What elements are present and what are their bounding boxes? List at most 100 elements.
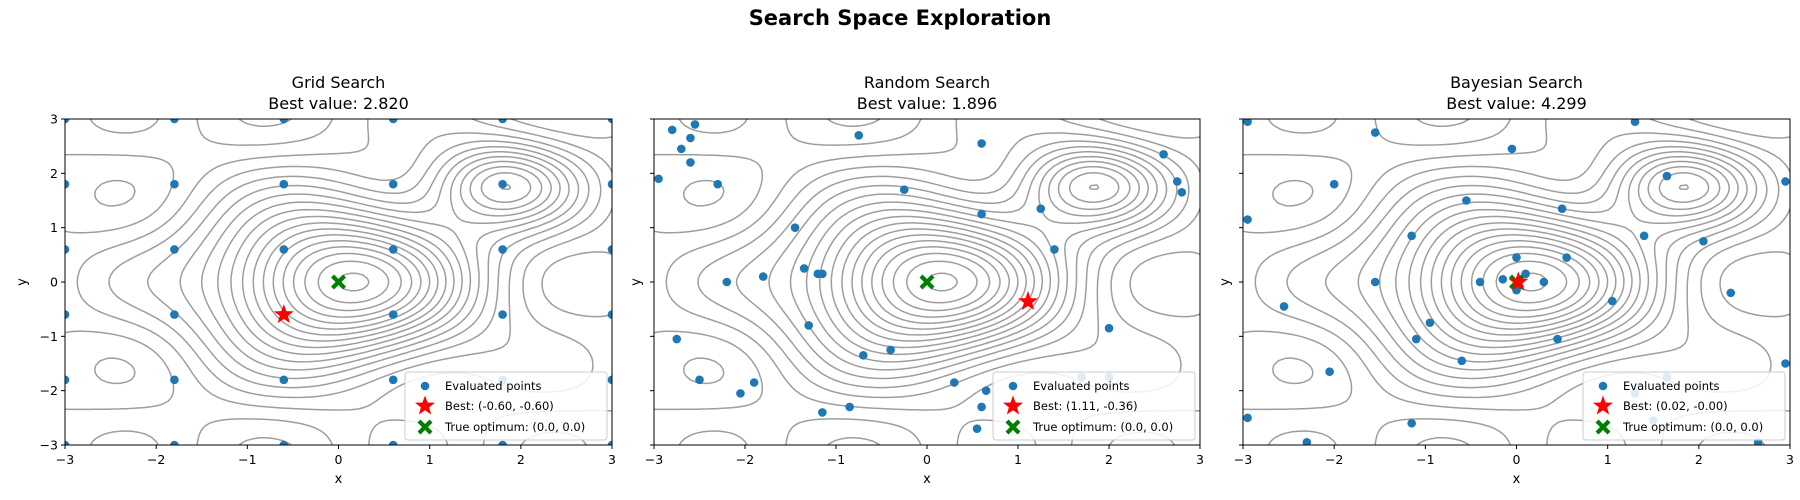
panel-1: Grid Search Best value: 2.820 −3−3 −2 −2 −1 −1…: [15, 73, 616, 487]
legend-optimum-label: True optimum: (0.0, 0.0): [1032, 420, 1173, 434]
evaluated-point: [950, 378, 959, 387]
x-axis-label: x: [1513, 472, 1521, 487]
evaluated-point: [607, 310, 612, 319]
evaluated-point: [279, 119, 289, 124]
x-tick-label: −2: [147, 452, 165, 467]
evaluated-point: [388, 440, 398, 445]
evaluated-point: [1370, 277, 1380, 287]
evaluated-point: [886, 345, 895, 355]
legend-best-marker: [415, 395, 435, 415]
evaluated-point: [695, 375, 704, 385]
evaluated-point: [1159, 150, 1168, 159]
y-tick-label: −2: [40, 383, 58, 398]
panel-title: Grid Search: [292, 73, 386, 92]
x-tick-label: 2: [1105, 452, 1113, 467]
x-tick-label: 1: [426, 452, 434, 467]
evaluated-point: [790, 223, 800, 232]
y-axis-label: y: [1218, 278, 1233, 286]
evaluated-point: [667, 125, 677, 135]
legend: Evaluated points Best: (1.11, -0.36) True …: [992, 371, 1196, 441]
evaluated-point: [1050, 245, 1059, 254]
evaluated-point: [607, 179, 612, 189]
x-tick-label: 3: [608, 452, 616, 467]
evaluated-point: [804, 321, 813, 330]
contour-lines: [654, 119, 1200, 445]
x-tick-label: 1: [1014, 452, 1022, 467]
x-tick-label: −2: [736, 452, 754, 467]
plot-area: [65, 119, 612, 445]
contour-lines: [1243, 119, 1790, 445]
legend: Evaluated points Best: (-0.60, -0.60) True…: [404, 371, 608, 441]
x-tick-label: 3: [1786, 452, 1794, 467]
x-axis-label: x: [923, 472, 931, 487]
legend-optimum-marker: [1595, 419, 1611, 435]
evaluated-point: [1407, 418, 1416, 428]
evaluated-point: [1411, 334, 1421, 344]
evaluated-point: [1325, 367, 1334, 376]
x-tick-label: 3: [1196, 452, 1204, 467]
evaluated-point: [1036, 204, 1046, 213]
evaluated-point: [498, 119, 507, 124]
evaluated-point: [1243, 215, 1252, 224]
evaluated-point: [1507, 144, 1517, 154]
x-tick-label: −2: [1325, 452, 1343, 467]
y-axis-label: y: [15, 278, 30, 286]
y-tick-label: −3: [40, 438, 58, 453]
evaluated-point: [977, 209, 986, 219]
evaluated-point: [170, 179, 179, 189]
evaluated-point: [1407, 231, 1416, 241]
legend-box: [992, 371, 1196, 441]
legend: Evaluated points Best: (0.02, -0.00) True …: [1582, 371, 1786, 441]
evaluated-point: [1329, 179, 1339, 189]
y-tick-label: 0: [50, 275, 58, 290]
legend-box: [404, 371, 608, 441]
legend-best-label: Best: (-0.60, -0.60): [445, 399, 554, 413]
evaluated-point: [845, 402, 854, 412]
evaluated-point: [65, 245, 70, 254]
panel-title: Bayesian Search: [1450, 73, 1583, 92]
legend-optimum-label: True optimum: (0.0, 0.0): [1622, 420, 1763, 434]
evaluated-point: [388, 245, 398, 254]
evaluated-point: [279, 440, 289, 445]
x-tick-label: 0: [335, 452, 343, 467]
evaluated-point: [722, 277, 732, 287]
best-point-marker: [1508, 271, 1529, 291]
evaluated-point: [799, 264, 809, 273]
x-tick-label: 0: [923, 452, 931, 467]
evaluated-point: [686, 133, 695, 143]
evaluated-point: [1243, 119, 1252, 127]
evaluated-point: [758, 272, 768, 281]
evaluated-point: [65, 119, 70, 124]
evaluated-point: [672, 334, 682, 344]
evaluated-point: [1662, 171, 1672, 181]
y-tick-label: 3: [50, 112, 58, 127]
evaluated-point: [1104, 323, 1114, 333]
evaluated-point: [854, 131, 864, 140]
legend-optimum-marker: [1005, 419, 1021, 435]
evaluated-point: [818, 408, 827, 417]
evaluated-point: [65, 375, 70, 385]
legend-best-label: Best: (0.02, -0.00): [1623, 399, 1728, 413]
x-tick-label: −1: [827, 452, 845, 467]
x-tick-label: 1: [1604, 452, 1612, 467]
evaluated-point: [1462, 196, 1471, 205]
evaluated-point: [1562, 253, 1571, 262]
evaluated-point: [388, 179, 398, 189]
evaluated-point: [972, 424, 982, 434]
evaluated-point: [1639, 231, 1649, 241]
legend-points-label: Evaluated points: [445, 379, 542, 393]
panel-subtitle: Best value: 1.896: [857, 94, 998, 113]
x-tick-label: 2: [517, 452, 525, 467]
evaluated-point: [677, 144, 686, 154]
evaluated-point: [498, 179, 507, 189]
evaluated-point: [736, 389, 745, 398]
legend-points-label: Evaluated points: [1033, 379, 1130, 393]
evaluated-point: [498, 310, 507, 319]
evaluated-point: [1172, 177, 1182, 186]
evaluated-point: [170, 440, 179, 445]
evaluated-point: [170, 245, 179, 254]
best-point-marker: [1018, 291, 1038, 311]
legend-best-label: Best: (1.11, -0.36): [1033, 399, 1138, 413]
evaluated-point: [1279, 302, 1289, 311]
